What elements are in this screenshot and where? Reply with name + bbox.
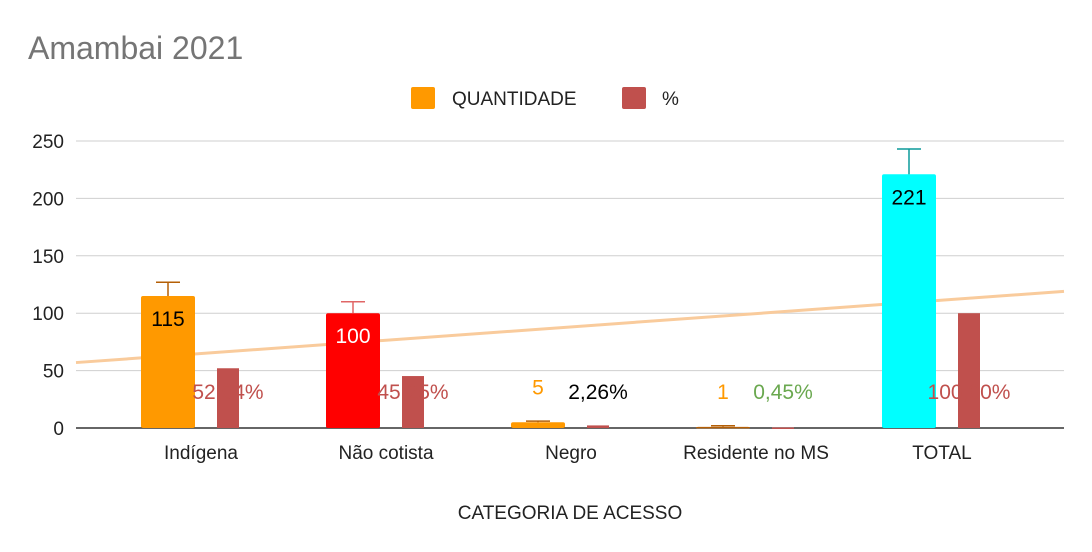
legend-item-percent[interactable]: %: [622, 87, 679, 110]
legend-label-percent: %: [662, 89, 679, 110]
data-label-percent: 2,26%: [568, 381, 628, 404]
x-tick-label: Não cotista: [338, 443, 433, 464]
y-axis: 0 50 100 150 200 250: [32, 132, 64, 440]
y-tick-label: 250: [32, 132, 64, 153]
chart-title: Amambai 2021: [28, 30, 243, 66]
x-tick-label: Negro: [545, 443, 597, 464]
data-label-percent: 100,00%: [928, 381, 1011, 404]
bar-quantidade[interactable]: [696, 426, 750, 429]
data-label-quantidade: 100: [335, 325, 370, 348]
data-label-quantidade: 5: [532, 376, 544, 399]
bar-percent[interactable]: [772, 427, 794, 429]
bar-percent[interactable]: [958, 313, 980, 428]
bar-percent[interactable]: [587, 425, 609, 428]
bar-percent[interactable]: [402, 376, 424, 428]
x-axis: Indígena Não cotista Negro Residente no MS T…: [164, 443, 972, 464]
y-tick-label: 100: [32, 304, 64, 325]
legend-swatch-percent: [622, 87, 646, 109]
y-tick-label: 0: [53, 419, 64, 440]
legend-item-quantidade[interactable]: QUANTIDADE: [411, 87, 577, 110]
data-label-quantidade: 115: [151, 308, 184, 331]
x-tick-label: Residente no MS: [683, 443, 829, 464]
legend: QUANTIDADE %: [411, 87, 679, 110]
x-tick-label: Indígena: [164, 443, 238, 464]
legend-label-quantidade: QUANTIDADE: [452, 89, 577, 110]
data-label-percent: 52,04%: [192, 381, 263, 404]
y-tick-label: 150: [32, 247, 64, 268]
x-axis-title: CATEGORIA DE ACESSO: [458, 503, 683, 524]
y-tick-label: 50: [43, 362, 64, 383]
bars: 115 52,04% 100 45,25% 5 2,26% 1 0,45% 221 100,00%: [141, 148, 1011, 429]
data-label-quantidade: 221: [891, 186, 926, 209]
bar-quantidade[interactable]: [141, 295, 195, 428]
data-label-quantidade: 1: [717, 381, 729, 404]
data-label-percent: 45,25%: [377, 381, 448, 404]
x-tick-label: TOTAL: [912, 443, 971, 464]
y-tick-label: 200: [32, 189, 64, 210]
bar-quantidade[interactable]: [326, 313, 380, 428]
bar-quantidade[interactable]: [882, 174, 936, 428]
bar-percent[interactable]: [217, 368, 239, 428]
bar-quantidade[interactable]: [511, 422, 565, 428]
data-label-percent: 0,45%: [753, 381, 813, 404]
legend-swatch-quantidade: [411, 87, 435, 109]
